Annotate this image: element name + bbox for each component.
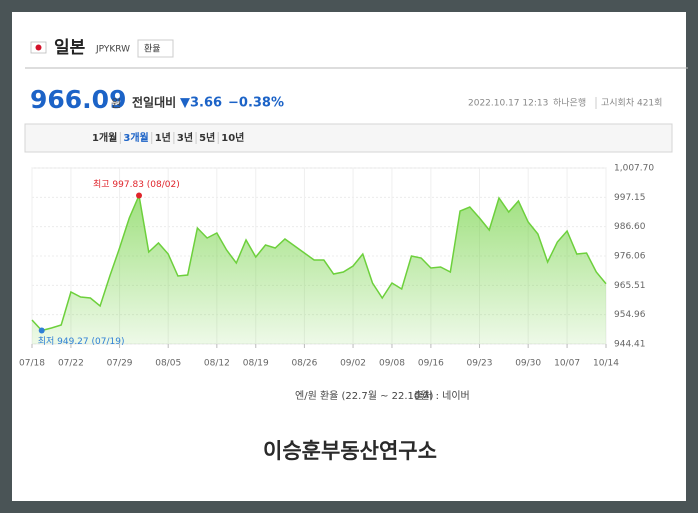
header-badge[interactable]: 환율 — [144, 43, 161, 55]
x-tick-label: 07/29 — [107, 359, 133, 369]
price: 966.09 — [30, 85, 126, 114]
y-tick-label: 1,007.70 — [614, 164, 654, 174]
x-tick-label: 08/12 — [204, 359, 230, 369]
header-title: 일본 — [54, 38, 86, 58]
extreme-dot — [136, 192, 143, 199]
compare-label: 전일대비 — [132, 95, 176, 110]
tab[interactable]: 3년 — [177, 131, 193, 144]
badge-box[interactable] — [137, 39, 174, 58]
chart-source: 출처 : 네이버 — [414, 390, 470, 402]
y-tick-label: 986.60 — [614, 222, 646, 232]
quote-datetime: 2022.10.17 12:13 — [468, 99, 548, 109]
annotation: 최고 997.83 (08/02) — [93, 179, 180, 190]
chart-caption: 엔/원 환율 (22.7월 ~ 22.10월) — [295, 390, 433, 402]
y-tick-label: 965.51 — [614, 281, 646, 291]
price-unit: 원 — [111, 97, 121, 110]
tab[interactable]: 1개월 — [92, 131, 117, 144]
x-tick-label: 09/16 — [418, 359, 444, 369]
tab[interactable]: 1년 — [155, 131, 171, 144]
flag-sun — [35, 44, 42, 51]
y-tick-label: 954.96 — [614, 310, 646, 320]
x-tick-label: 07/18 — [19, 359, 45, 369]
quote-bank: 하나은행 — [553, 97, 586, 109]
area — [32, 195, 606, 344]
x-tick-label: 09/08 — [379, 359, 405, 369]
quote-round: 고시회차 421회 — [601, 97, 662, 109]
x-tick-label: 10/14 — [593, 359, 619, 369]
y-tick-label: 976.06 — [614, 251, 646, 261]
tab[interactable]: 5년 — [199, 131, 215, 144]
footer-watermark: 이승훈부동산연구소 — [263, 439, 437, 463]
tab[interactable]: 3개월 — [123, 131, 148, 144]
header-code: JPYKRW — [95, 45, 130, 55]
annotation: 최저 949.27 (07/19) — [38, 336, 125, 347]
y-tick-label: 944.41 — [614, 340, 646, 350]
change: ▼3.66 — [180, 96, 222, 111]
extreme-dot — [38, 327, 45, 334]
x-tick-label: 09/02 — [340, 359, 366, 369]
tab[interactable]: 10년 — [221, 131, 244, 144]
x-tick-label: 08/26 — [291, 359, 317, 369]
x-tick-label: 08/05 — [155, 359, 181, 369]
change-rate: −0.38% — [228, 96, 284, 111]
x-tick-label: 10/07 — [554, 359, 580, 369]
x-tick-label: 07/22 — [58, 359, 84, 369]
line — [31, 192, 607, 332]
x-tick-label: 09/23 — [467, 359, 493, 369]
y-tick-label: 997.15 — [614, 193, 646, 203]
tab-bar — [24, 123, 673, 153]
x-tick-label: 09/30 — [515, 359, 541, 369]
x-tick-label: 08/19 — [243, 359, 269, 369]
